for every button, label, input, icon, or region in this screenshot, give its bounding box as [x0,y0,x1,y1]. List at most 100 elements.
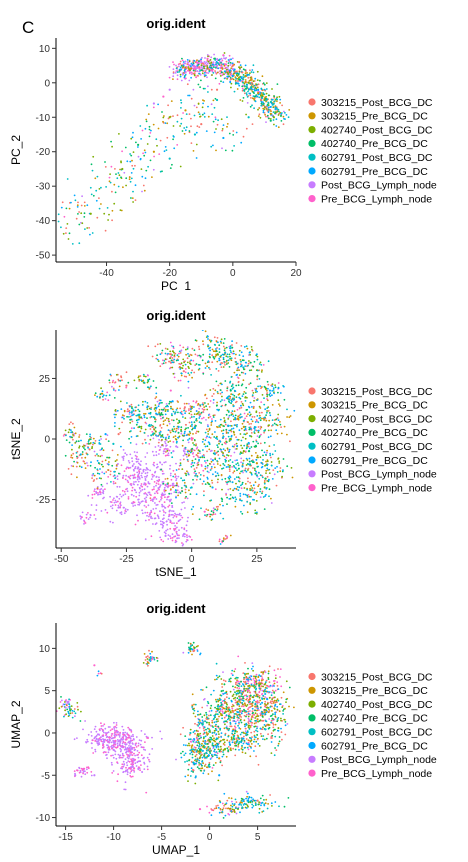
data-point [247,362,250,365]
data-point [223,744,226,746]
data-point [73,738,76,741]
data-point [120,749,123,751]
series-402740_Post_BCG_DC [62,52,281,240]
data-point [154,410,157,412]
data-point [169,440,172,442]
data-point [141,476,144,479]
data-point [265,121,267,123]
data-point [137,744,140,747]
data-point [116,731,119,734]
data-point [185,348,187,351]
data-point [153,488,155,491]
data-point [159,353,162,356]
data-point [137,418,140,421]
data-point [223,349,226,352]
data-point [110,735,113,737]
data-point [188,409,190,412]
data-point [127,467,130,470]
data-point [204,330,207,333]
data-point [127,460,130,462]
data-point [214,57,216,60]
data-point [130,177,133,180]
data-point [221,451,223,453]
data-point [149,413,152,415]
data-point [163,489,166,492]
legend-label: Pre_BCG_Lymph_node [321,482,432,494]
data-point [174,535,177,538]
data-point [80,466,83,469]
data-point [273,96,276,99]
data-point [221,500,224,502]
data-point [97,461,100,464]
data-point [156,413,159,416]
data-point [246,396,248,399]
data-point [215,64,219,67]
data-point [263,479,266,482]
data-point [242,393,245,395]
data-point [120,209,123,212]
data-point [159,520,162,523]
data-point [109,495,111,498]
data-point [169,468,171,470]
data-point [190,421,193,423]
data-point [167,485,170,487]
data-point [101,460,104,463]
data-point [83,216,86,218]
data-point [190,117,192,120]
data-point [184,488,187,491]
data-point [215,452,217,455]
data-point [184,491,187,494]
data-point [212,144,214,147]
data-point [228,398,231,401]
data-point [168,400,171,403]
data-point [211,67,213,70]
data-point [263,93,266,96]
data-point [74,772,76,775]
data-point [150,408,152,410]
data-point [162,472,165,475]
data-point [125,474,127,477]
data-point [230,420,232,423]
data-point [120,375,122,378]
data-point [122,494,125,497]
data-point [251,662,254,664]
data-point [247,441,250,444]
data-point [170,359,173,362]
data-point [139,743,142,746]
data-point [144,492,147,494]
data-point [243,85,246,87]
data-point [122,474,125,477]
data-point [100,725,103,727]
data-point [229,424,232,427]
data-point [174,476,177,478]
data-point [268,665,271,668]
data-point [200,422,203,424]
data-point [183,479,186,482]
data-point [77,440,80,443]
data-point [265,453,267,456]
data-point [138,378,141,381]
data-point [150,129,152,132]
data-point [138,417,141,419]
data-point [269,435,272,438]
data-point [185,402,188,405]
data-point [211,395,214,397]
data-point [144,475,146,478]
data-point [127,757,130,760]
data-point [216,472,219,475]
data-point [221,700,224,703]
data-point [187,471,189,474]
data-point [226,68,228,71]
data-point [192,359,195,362]
data-point [207,85,209,88]
data-point [246,347,249,350]
data-point [86,766,88,769]
data-point [132,743,134,745]
data-point [251,88,254,91]
data-point [233,466,236,468]
data-point [245,790,248,793]
data-point [136,455,138,458]
data-point [140,474,143,477]
data-point [91,493,94,496]
data-point [202,353,205,356]
